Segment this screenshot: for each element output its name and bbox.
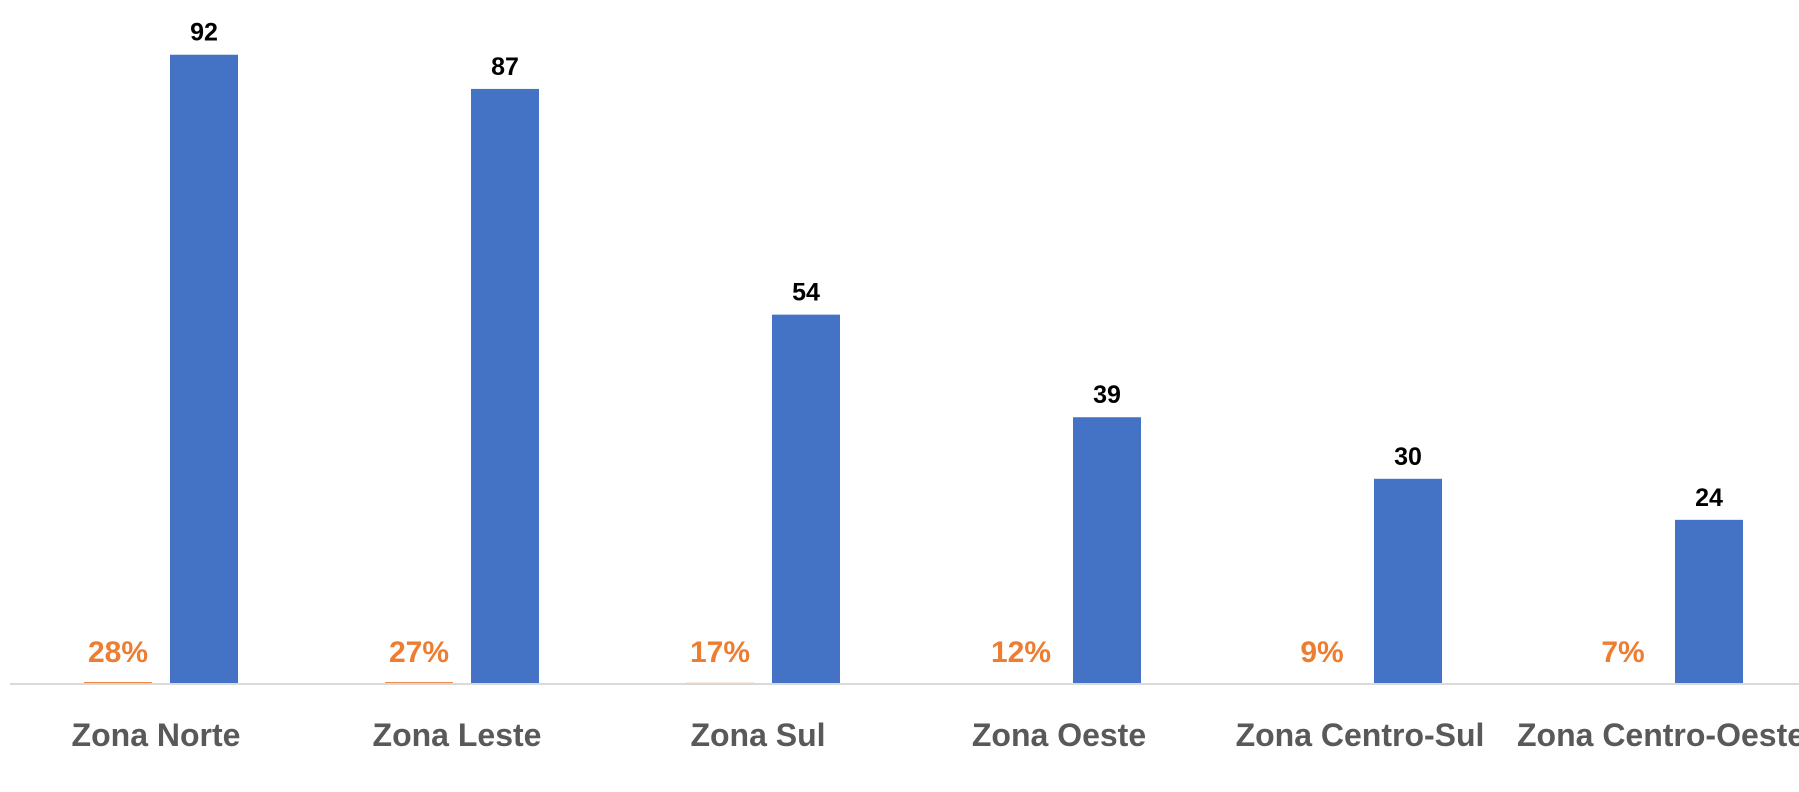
value-label: 7%	[1601, 636, 1644, 669]
bar	[1374, 478, 1442, 684]
bar	[1675, 519, 1743, 684]
value-label: 17%	[690, 636, 750, 669]
value-label: 12%	[991, 636, 1051, 669]
bar	[772, 314, 840, 684]
value-label: 39	[1093, 381, 1121, 409]
value-label: 92	[190, 19, 218, 47]
value-label: 30	[1394, 443, 1422, 471]
value-label: 27%	[389, 636, 449, 669]
x-tick-label: Zona Sul	[690, 717, 826, 753]
bar	[1073, 417, 1141, 684]
x-tick-label: Zona Centro-Oeste	[1516, 717, 1799, 753]
bar	[170, 54, 238, 685]
value-label: 28%	[88, 636, 148, 669]
x-tick-label: Zona Centro-Sul	[1235, 717, 1485, 753]
bar	[471, 88, 539, 685]
x-tick-label: Zona Leste	[372, 717, 542, 753]
value-label: 9%	[1300, 636, 1343, 669]
value-label: 87	[491, 53, 519, 81]
value-label: 24	[1695, 484, 1723, 512]
value-label: 54	[792, 279, 820, 307]
x-tick-label: Zona Oeste	[971, 717, 1147, 753]
x-tick-label: Zona Norte	[71, 717, 241, 753]
